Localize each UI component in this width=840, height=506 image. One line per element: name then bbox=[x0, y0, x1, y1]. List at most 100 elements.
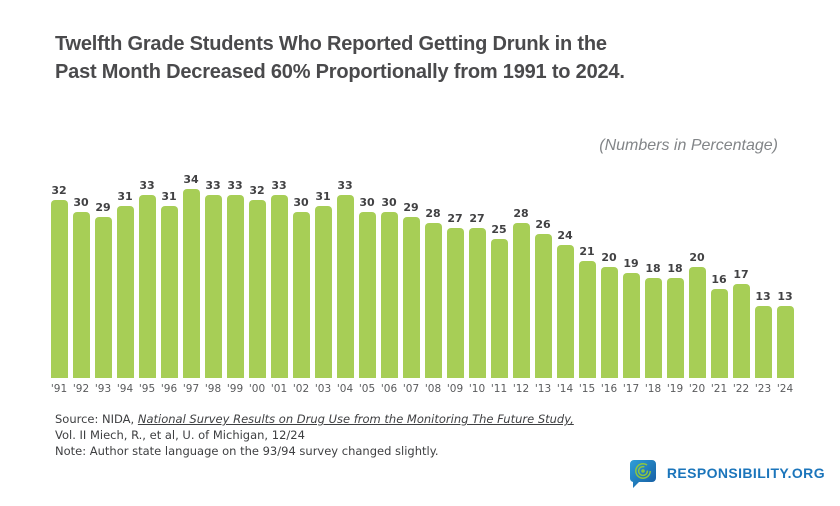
bar-column: 33 bbox=[224, 172, 246, 378]
bar-value-label: 20 bbox=[601, 251, 617, 264]
bar bbox=[402, 217, 420, 378]
x-tick-label: '22 bbox=[732, 383, 750, 395]
speech-bubble-spiral-icon bbox=[629, 460, 656, 488]
bar-column: 33 bbox=[268, 172, 290, 378]
bar-value-label: 27 bbox=[447, 212, 463, 226]
x-tick-label: '10 bbox=[468, 383, 486, 395]
bar-value-label: 33 bbox=[271, 178, 287, 192]
x-tick-label: '14 bbox=[556, 383, 574, 395]
bar bbox=[644, 278, 662, 378]
x-tick-label: '24 bbox=[776, 383, 794, 395]
bar-column: 27 bbox=[466, 172, 488, 378]
bar bbox=[490, 239, 508, 378]
bar-column: 13 bbox=[752, 172, 774, 378]
bar bbox=[732, 283, 750, 378]
bar-value-label: 30 bbox=[381, 195, 397, 209]
bar-value-label: 29 bbox=[403, 201, 419, 215]
x-tick-label: '01 bbox=[270, 383, 288, 395]
bar bbox=[72, 211, 90, 378]
x-tick-label: '23 bbox=[754, 383, 772, 395]
bar-value-label: 27 bbox=[469, 212, 485, 226]
x-tick-label: '05 bbox=[358, 383, 376, 395]
x-tick-label: '06 bbox=[380, 383, 398, 395]
x-tick-label: '95 bbox=[138, 383, 156, 395]
bar-value-label: 33 bbox=[337, 178, 353, 192]
bar bbox=[160, 205, 178, 378]
bar bbox=[666, 278, 684, 378]
bar-column: 32 bbox=[246, 172, 268, 378]
x-tick-label: '11 bbox=[490, 383, 508, 395]
x-tick-label: '21 bbox=[710, 383, 728, 395]
bar bbox=[50, 200, 68, 378]
bar-column: 24 bbox=[554, 172, 576, 378]
bar bbox=[622, 272, 640, 378]
bar-column: 25 bbox=[488, 172, 510, 378]
bar bbox=[116, 205, 134, 378]
bar bbox=[600, 267, 618, 378]
x-tick-label: '91 bbox=[50, 383, 68, 395]
bar bbox=[270, 194, 288, 378]
bar-column: 18 bbox=[642, 172, 664, 378]
x-tick-label: '97 bbox=[182, 383, 200, 395]
chart-title-line2: Past Month Decreased 60% Proportionally … bbox=[55, 61, 625, 83]
source-line2: Vol. II Miech, R., et al, U. of Michigan… bbox=[55, 428, 305, 442]
x-tick-label: '09 bbox=[446, 383, 464, 395]
citation-link[interactable]: National Survey Results on Drug Use from… bbox=[137, 412, 574, 426]
bar bbox=[578, 261, 596, 378]
bar bbox=[754, 305, 772, 378]
bar bbox=[314, 205, 332, 378]
bar bbox=[380, 211, 398, 378]
bar-column: 32 bbox=[48, 172, 70, 378]
bar bbox=[138, 194, 156, 378]
bar-value-label: 32 bbox=[249, 184, 265, 198]
x-tick-label: '99 bbox=[226, 383, 244, 395]
source-line1: Source: NIDA, National Survey Results on… bbox=[55, 411, 574, 427]
bar-value-label: 16 bbox=[711, 273, 727, 287]
bar-column: 30 bbox=[356, 172, 378, 378]
responsibility-org-logo[interactable]: RESPONSIBILITY.ORG bbox=[628, 458, 825, 488]
bar-column: 30 bbox=[70, 172, 92, 378]
x-tick-label: '04 bbox=[336, 383, 354, 395]
x-tick-label: '18 bbox=[644, 383, 662, 395]
bar-column: 27 bbox=[444, 172, 466, 378]
bar-value-label: 21 bbox=[579, 245, 595, 259]
bar-column: 20 bbox=[686, 172, 708, 378]
bar bbox=[446, 228, 464, 378]
x-tick-label: '19 bbox=[666, 383, 684, 395]
bar bbox=[556, 244, 574, 378]
bar bbox=[226, 194, 244, 378]
bars-row: 32 30 29 31 33 31 34 33 33 32 33 30 31 33 30 30 29 28 27 27… bbox=[48, 172, 796, 378]
bar-value-label: 31 bbox=[315, 189, 331, 203]
source-line3: Note: Author state language on the 93/94… bbox=[55, 444, 439, 458]
bar bbox=[710, 289, 728, 378]
bar-value-label: 31 bbox=[117, 189, 133, 203]
x-tick-label: '96 bbox=[160, 383, 178, 395]
bar bbox=[182, 189, 200, 378]
x-tick-label: '12 bbox=[512, 383, 530, 395]
x-tick-label: '98 bbox=[204, 383, 222, 395]
bar-column: 19 bbox=[620, 172, 642, 378]
bar-value-label: 33 bbox=[205, 178, 221, 192]
bar bbox=[94, 217, 112, 378]
bar-value-label: 25 bbox=[491, 223, 507, 237]
bar bbox=[248, 200, 266, 378]
logo-text: RESPONSIBILITY.ORG bbox=[666, 465, 825, 481]
bar-value-label: 17 bbox=[733, 267, 749, 281]
bar bbox=[292, 211, 310, 378]
bar-value-label: 30 bbox=[359, 195, 375, 209]
bar-column: 16 bbox=[708, 172, 730, 378]
bar bbox=[204, 194, 222, 378]
bar-column: 34 bbox=[180, 172, 202, 378]
bar-value-label: 19 bbox=[623, 256, 639, 270]
x-tick-label: '94 bbox=[116, 383, 134, 395]
x-tick-label: '02 bbox=[292, 383, 310, 395]
bar-value-label: 28 bbox=[513, 206, 529, 220]
bar-column: 31 bbox=[114, 172, 136, 378]
bar-value-label: 20 bbox=[689, 251, 705, 264]
bar-column: 28 bbox=[422, 172, 444, 378]
x-tick-label: '15 bbox=[578, 383, 596, 395]
bar bbox=[336, 194, 354, 378]
bar-value-label: 33 bbox=[139, 178, 155, 192]
x-axis-ticks: '91 '92 '93 '94 '95 '96 '97 '98 '99 '00 '01 '02 '03 '… bbox=[48, 383, 796, 395]
bar-column: 13 bbox=[774, 172, 796, 378]
